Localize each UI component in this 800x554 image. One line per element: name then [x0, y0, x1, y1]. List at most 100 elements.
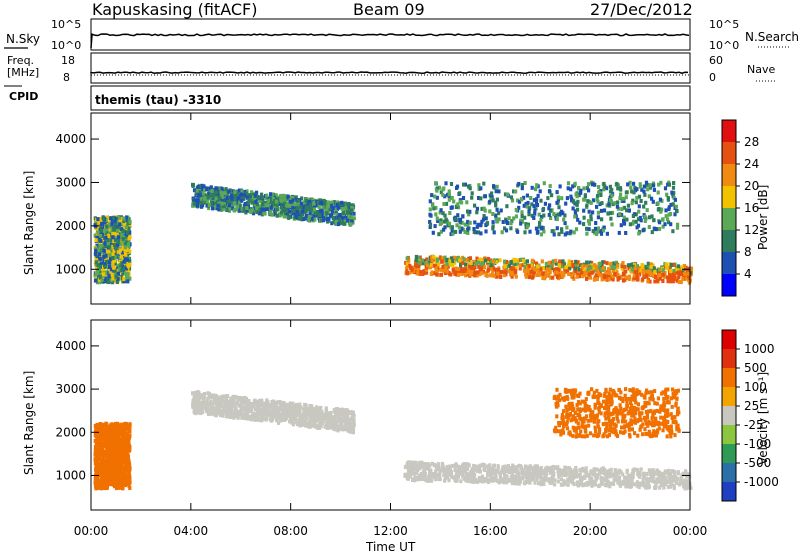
echo-cell — [616, 186, 620, 191]
echo-cell — [202, 395, 206, 400]
echo-cell — [431, 230, 435, 235]
echo-cell — [293, 410, 298, 415]
echo-cell — [602, 181, 606, 186]
echo-cell — [466, 226, 470, 231]
echo-cell — [111, 232, 115, 236]
echo-cell — [444, 201, 449, 206]
echo-cell — [110, 244, 114, 249]
echo-cell — [451, 263, 455, 268]
echo-cell — [217, 395, 221, 400]
echo-cell — [656, 190, 660, 195]
echo-cell — [440, 259, 444, 264]
echo-cell — [337, 222, 341, 227]
echo-cell — [535, 203, 539, 207]
echo-cell — [325, 204, 329, 209]
echo-cell — [462, 182, 466, 187]
echo-cell — [677, 280, 681, 284]
echo-cell — [543, 201, 547, 206]
echo-cell — [505, 204, 509, 209]
echo-cell — [300, 209, 305, 214]
echo-cell — [321, 205, 325, 209]
echo-cell — [492, 184, 496, 189]
echo-cell — [336, 200, 340, 205]
echo-cell — [657, 207, 661, 211]
echo-cell — [347, 206, 351, 211]
echo-cell — [109, 238, 114, 243]
echo-cell — [114, 216, 118, 221]
echo-cell — [103, 264, 107, 269]
echo-cell — [595, 194, 600, 199]
echo-cell — [587, 188, 591, 193]
echo-cell — [587, 227, 591, 232]
echo-cell — [641, 270, 645, 275]
echo-cell — [192, 393, 196, 398]
echo-cell — [627, 266, 631, 271]
echo-cell — [439, 218, 443, 223]
echo-cell — [291, 205, 295, 210]
echo-cell — [571, 184, 575, 189]
echo-cell — [665, 266, 669, 271]
echo-cell — [284, 404, 288, 409]
echo-cell — [93, 457, 97, 462]
echo-cell — [97, 472, 101, 477]
echo-cell — [202, 184, 206, 189]
echo-cell — [662, 274, 667, 279]
echo-cell — [533, 211, 537, 216]
echo-cell — [497, 267, 501, 272]
echo-cell — [226, 414, 231, 419]
echo-cell — [118, 264, 122, 269]
echo-cell — [94, 484, 98, 489]
echo-cell — [495, 184, 499, 189]
echo-cell — [621, 196, 625, 201]
echo-cell — [443, 194, 447, 199]
echo-cell — [99, 444, 104, 449]
echo-cell — [552, 229, 556, 233]
echo-cell — [96, 230, 100, 235]
echo-cell — [635, 264, 639, 269]
echo-cell — [648, 279, 652, 284]
echo-cell — [115, 269, 119, 273]
echo-cell — [325, 207, 329, 212]
echo-cell — [308, 211, 312, 216]
echo-cell — [100, 234, 104, 238]
echo-cell — [656, 278, 660, 283]
echo-cell — [480, 219, 484, 224]
echo-cell — [126, 264, 131, 269]
echo-cell — [323, 424, 327, 429]
echo-cell — [625, 217, 629, 222]
echo-region — [93, 421, 132, 491]
echo-cell — [346, 418, 350, 423]
echo-cell — [576, 217, 580, 222]
echo-cell — [299, 215, 303, 220]
echo-cell — [473, 270, 478, 275]
echo-cell — [196, 395, 200, 400]
echo-cell — [489, 263, 493, 268]
echo-cell — [429, 213, 433, 218]
echo-cell — [197, 392, 201, 397]
echo-cell — [127, 429, 131, 434]
echo-cell — [126, 466, 130, 471]
echo-cell — [667, 266, 672, 271]
echo-cell — [209, 193, 213, 198]
echo-cell — [115, 473, 119, 478]
echo-cell — [516, 198, 520, 203]
echo-cell — [235, 207, 239, 212]
echo-cell — [640, 187, 644, 192]
echo-cell — [476, 260, 481, 265]
echo-cell — [319, 424, 323, 429]
echo-cell — [95, 233, 99, 238]
echo-cell — [97, 252, 102, 257]
echo-cell — [100, 461, 104, 466]
nave-label: Nave — [747, 63, 776, 76]
echo-cell — [671, 229, 675, 234]
echo-cell — [457, 225, 462, 230]
echo-cell — [451, 259, 455, 263]
echo-cell — [302, 205, 306, 210]
echo-cell — [612, 261, 616, 266]
echo-cell — [97, 277, 102, 282]
echo-cell — [550, 193, 554, 198]
echo-cell — [224, 408, 228, 413]
echo-cell — [571, 199, 576, 204]
echo-cell — [494, 189, 498, 194]
echo-cell — [109, 423, 113, 428]
